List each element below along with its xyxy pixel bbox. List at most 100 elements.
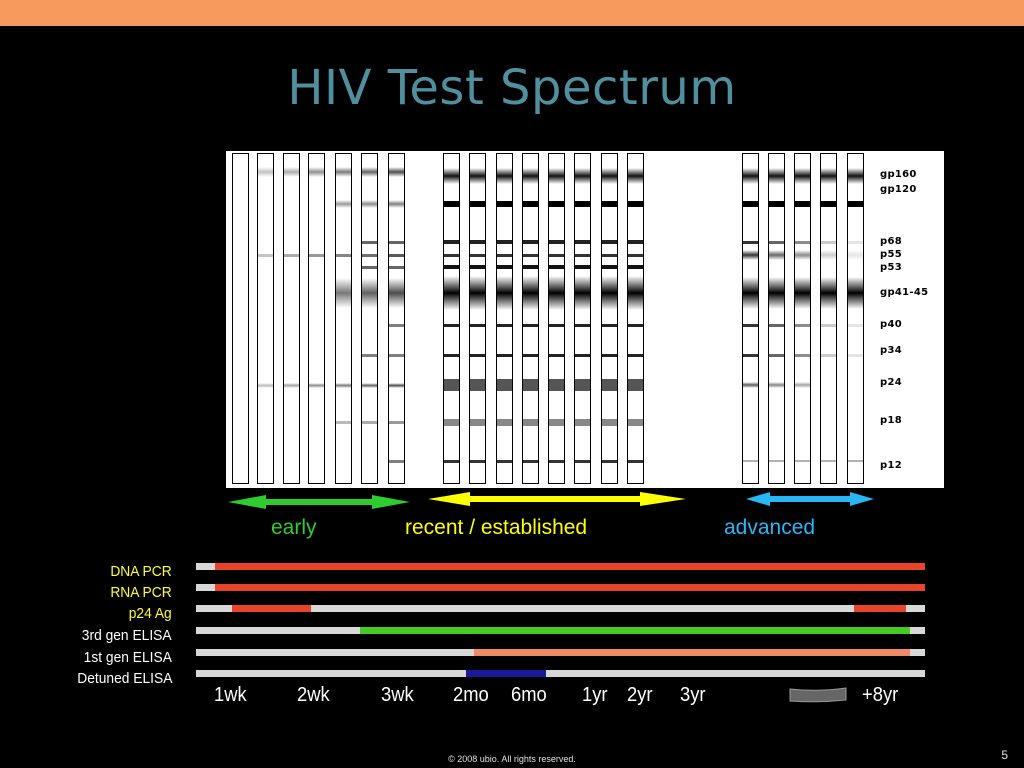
blot-band xyxy=(795,353,810,357)
blot-band xyxy=(821,240,836,244)
blot-band xyxy=(821,323,836,327)
blot-band xyxy=(821,460,836,462)
blot-strip xyxy=(847,153,864,484)
blot-band xyxy=(523,379,538,391)
blot-strip xyxy=(574,153,591,484)
blot-strip xyxy=(443,153,460,484)
blot-band xyxy=(795,250,810,260)
blot-band xyxy=(549,276,564,310)
blot-band xyxy=(336,420,351,424)
blot-strip xyxy=(283,153,300,484)
blot-band xyxy=(444,168,459,184)
blot-band xyxy=(769,277,784,309)
detection-window-bar xyxy=(474,649,910,656)
blot-band xyxy=(336,200,351,208)
blot-band xyxy=(628,240,643,244)
timeline-tick: 1wk xyxy=(214,684,247,706)
blot-band xyxy=(444,276,459,310)
blot-band xyxy=(743,201,758,207)
blot-band xyxy=(362,200,377,208)
blot-strip xyxy=(388,153,405,484)
blot-strip xyxy=(335,153,352,484)
recent-arrow xyxy=(428,492,686,506)
test-track-1st-gen-elisa xyxy=(196,649,925,656)
blot-band xyxy=(628,353,643,357)
blot-band xyxy=(389,382,404,388)
blot-band xyxy=(795,460,810,462)
blot-band xyxy=(309,253,324,257)
blot-strip xyxy=(601,153,618,484)
blot-band xyxy=(389,253,404,257)
blot-band xyxy=(389,265,404,269)
blot-band xyxy=(309,167,324,177)
test-label-1st-gen-elisa: 1st gen ELISA xyxy=(83,649,172,666)
blot-band xyxy=(628,168,643,184)
blot-band xyxy=(743,323,758,327)
blot-band xyxy=(523,418,538,426)
blot-band xyxy=(362,167,377,177)
blot-band xyxy=(821,277,836,309)
timeline-tick: +8yr xyxy=(862,684,899,706)
blot-band xyxy=(284,167,299,177)
blot-band xyxy=(575,201,590,207)
blot-band xyxy=(470,418,485,426)
blot-band xyxy=(769,240,784,244)
blot-band xyxy=(549,168,564,184)
blot-band xyxy=(389,459,404,463)
test-track-detuned-elisa xyxy=(196,670,925,677)
blot-band xyxy=(362,420,377,424)
blot-band xyxy=(575,418,590,426)
blot-band xyxy=(389,323,404,327)
blot-band xyxy=(848,353,863,357)
blot-band xyxy=(575,379,590,391)
blot-band xyxy=(523,253,538,257)
test-label-dna-pcr: DNA PCR xyxy=(110,563,172,580)
blot-strip xyxy=(742,153,759,484)
blot-band xyxy=(602,265,617,269)
blot-band xyxy=(602,379,617,391)
blot-band xyxy=(444,418,459,426)
blot-band xyxy=(795,382,810,388)
blot-band xyxy=(628,418,643,426)
blot-strip xyxy=(548,153,565,484)
blot-band xyxy=(362,353,377,357)
blot-band xyxy=(602,323,617,327)
band-label-p18: p18 xyxy=(880,415,902,426)
blot-strip xyxy=(469,153,486,484)
blot-band xyxy=(848,323,863,327)
blot-band xyxy=(795,201,810,207)
blot-strip xyxy=(232,153,249,484)
blot-band xyxy=(848,201,863,207)
detection-window-bar xyxy=(466,670,546,677)
blot-band xyxy=(389,200,404,208)
blot-band xyxy=(444,353,459,357)
blot-band xyxy=(575,265,590,269)
blot-band xyxy=(362,382,377,388)
band-label-p40: p40 xyxy=(880,319,902,330)
blot-band xyxy=(470,379,485,391)
blot-band xyxy=(389,353,404,357)
blot-band xyxy=(549,353,564,357)
blot-band xyxy=(549,323,564,327)
blot-band xyxy=(795,277,810,309)
blot-band xyxy=(497,323,512,327)
timeline-tick: 2wk xyxy=(297,684,330,706)
blot-band xyxy=(821,250,836,260)
slide-title: HIV Test Spectrum xyxy=(287,60,737,116)
blot-band xyxy=(258,253,273,257)
blot-band xyxy=(602,418,617,426)
blot-band xyxy=(549,418,564,426)
blot-band xyxy=(549,201,564,207)
blot-band xyxy=(336,278,351,308)
blot-band xyxy=(470,276,485,310)
blot-band xyxy=(602,276,617,310)
blot-band xyxy=(497,240,512,244)
blot-band xyxy=(497,459,512,463)
blot-band xyxy=(470,240,485,244)
blot-band xyxy=(628,459,643,463)
blot-band xyxy=(470,459,485,463)
blot-band xyxy=(362,253,377,257)
blot-band xyxy=(743,460,758,462)
blot-band xyxy=(336,167,351,177)
